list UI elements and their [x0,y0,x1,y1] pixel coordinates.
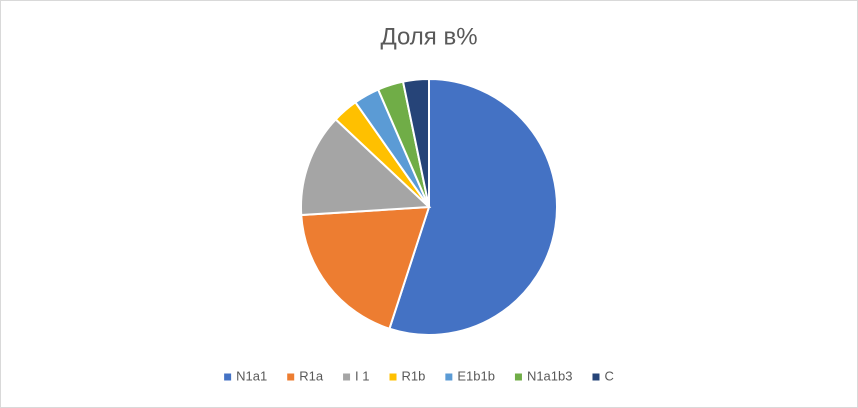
legend-swatch [592,373,600,381]
legend-label: R1a [299,368,324,383]
chart-title: Доля в% [380,23,477,50]
pie-slice [388,77,558,336]
legend-label: I 1 [355,368,369,383]
legend-swatch [343,373,351,381]
pie-slice [401,77,430,208]
legend-swatch [389,373,397,381]
pie-slice [300,205,431,330]
legend-label: R1b [402,368,426,383]
pie-slice [300,117,432,217]
legend-swatch [514,373,522,381]
legend-swatch [287,373,295,381]
legend-swatch [445,373,453,381]
legend-label: N1a1 [236,368,267,383]
legend-label: N1a1b3 [527,368,573,383]
legend-label: C [604,368,613,383]
legend-label: E1b1b [457,368,495,383]
legend-swatch [224,373,232,381]
